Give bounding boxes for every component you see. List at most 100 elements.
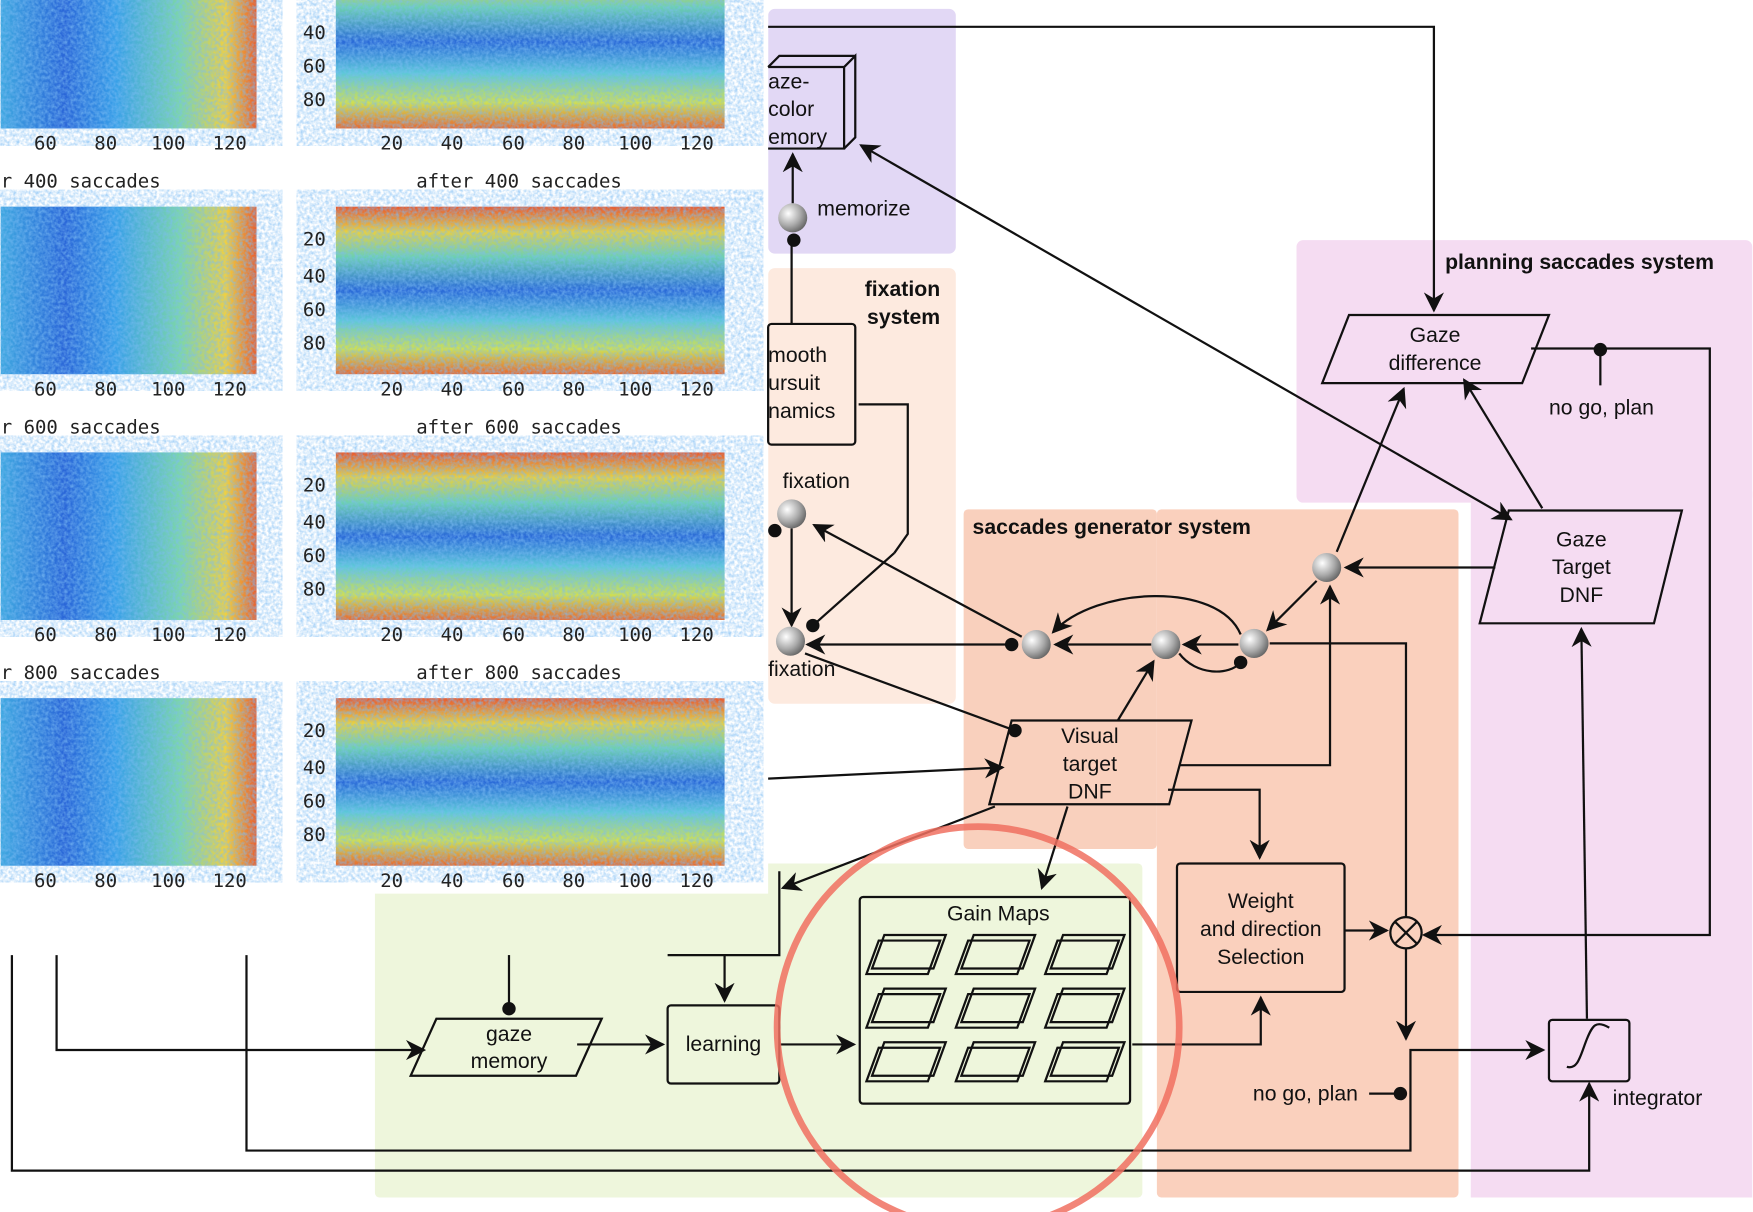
node-label: learning <box>686 1033 761 1056</box>
region-title: system <box>867 306 940 329</box>
x-tick-label: 80 <box>94 624 117 646</box>
y-tick-label: 40 <box>303 22 326 44</box>
neuron <box>776 627 805 656</box>
node-label: no go, plan <box>1253 1082 1358 1105</box>
saccades-region <box>964 509 1157 849</box>
node-label: Gaze <box>1556 528 1607 551</box>
inhibitory-dot <box>787 233 800 246</box>
heatmap-noise <box>1 0 257 128</box>
node-label: Target <box>1552 556 1611 579</box>
x-tick-label: 80 <box>94 870 117 892</box>
heatmap-noise <box>336 452 725 620</box>
neuron <box>778 203 807 232</box>
x-tick-label: 100 <box>618 133 652 155</box>
inhibitory-dot <box>1008 724 1021 737</box>
x-tick-label: 60 <box>502 870 525 892</box>
x-tick-label: 60 <box>34 624 57 646</box>
inhibitory-dot <box>1005 638 1018 651</box>
node-label: fixation <box>783 470 850 493</box>
diagram: 60 80 100 120 20 40 60 80 100 120 40 60 80 r 400 sacc… <box>0 0 1753 1212</box>
x-tick-label: 80 <box>562 378 585 400</box>
inhibitory-dot <box>1234 656 1247 669</box>
heatmap-noise <box>336 0 725 128</box>
node-label: Gaze <box>1410 324 1461 347</box>
x-tick-label: 100 <box>151 378 185 400</box>
x-tick-label: 100 <box>151 133 185 155</box>
x-tick-label: 120 <box>680 870 714 892</box>
x-tick-label: 100 <box>151 870 185 892</box>
node-label: namics <box>768 400 835 423</box>
x-tick-label: 120 <box>213 624 247 646</box>
inhibitory-dot <box>502 1002 515 1015</box>
node-label: aze- <box>768 70 809 93</box>
x-tick-label: 120 <box>680 624 714 646</box>
node-label: no go, plan <box>1549 396 1654 419</box>
x-tick-label: 20 <box>380 133 403 155</box>
y-tick-label: 20 <box>303 474 326 496</box>
x-tick-label: 20 <box>380 378 403 400</box>
x-tick-label: 80 <box>562 870 585 892</box>
node-label: DNF <box>1560 584 1604 607</box>
y-tick-label: 60 <box>303 545 326 567</box>
x-tick-label: 80 <box>94 378 117 400</box>
x-tick-label: 120 <box>213 870 247 892</box>
neuron <box>777 499 806 528</box>
heatmap-title: r 400 saccades <box>1 171 161 193</box>
node-label: and direction <box>1200 918 1322 941</box>
neuron <box>1312 553 1341 582</box>
x-tick-label: 120 <box>680 133 714 155</box>
x-tick-label: 80 <box>562 133 585 155</box>
node-label: Visual <box>1061 725 1118 748</box>
x-tick-label: 100 <box>618 378 652 400</box>
inhibitory-dot <box>768 524 781 537</box>
node-label: difference <box>1389 352 1482 375</box>
region-title: fixation <box>865 278 940 301</box>
y-tick-label: 60 <box>303 56 326 78</box>
heatmap-title: r 800 saccades <box>1 662 161 684</box>
node-label: mooth <box>768 344 827 367</box>
x-tick-label: 40 <box>441 870 464 892</box>
heatmap-title: after 800 saccades <box>416 662 622 684</box>
neuron <box>1022 630 1051 659</box>
x-tick-label: 100 <box>618 870 652 892</box>
heatmap-noise <box>336 698 725 866</box>
heatmap-title: after 400 saccades <box>416 171 622 193</box>
y-tick-label: 40 <box>303 511 326 533</box>
heatmap-noise <box>1 698 257 866</box>
node-label: Selection <box>1217 946 1304 969</box>
x-tick-label: 120 <box>680 378 714 400</box>
node-label: memorize <box>817 198 910 221</box>
heatmap-noise <box>336 207 725 375</box>
neuron <box>1151 630 1180 659</box>
x-tick-label: 40 <box>441 133 464 155</box>
node-label: target <box>1063 753 1117 776</box>
inhibitory-dot <box>1394 1087 1407 1100</box>
x-tick-label: 60 <box>34 133 57 155</box>
region-title: saccades generator system <box>973 516 1251 539</box>
node-label: Gain Maps <box>947 902 1050 925</box>
heatmap-title: after 600 saccades <box>416 416 622 438</box>
x-tick-label: 100 <box>151 624 185 646</box>
x-tick-label: 80 <box>562 624 585 646</box>
y-tick-label: 60 <box>303 791 326 813</box>
x-tick-label: 20 <box>380 870 403 892</box>
planning-region <box>1297 240 1753 503</box>
neuron <box>1240 629 1269 658</box>
node-label: fixation <box>768 658 835 681</box>
y-tick-label: 80 <box>303 89 326 111</box>
region-title: planning saccades system <box>1445 251 1714 274</box>
inhibitory-dot <box>806 619 819 632</box>
x-tick-label: 100 <box>618 624 652 646</box>
x-tick-label: 20 <box>380 624 403 646</box>
node-label: Weight <box>1228 890 1294 913</box>
x-tick-label: 60 <box>34 378 57 400</box>
y-tick-label: 20 <box>303 720 326 742</box>
x-tick-label: 40 <box>441 624 464 646</box>
y-tick-label: 20 <box>303 229 326 251</box>
node-label: color <box>768 98 814 121</box>
y-tick-label: 80 <box>303 824 326 846</box>
x-tick-label: 60 <box>34 870 57 892</box>
node-label: emory <box>768 126 827 149</box>
y-tick-label: 80 <box>303 578 326 600</box>
x-tick-label: 60 <box>502 624 525 646</box>
